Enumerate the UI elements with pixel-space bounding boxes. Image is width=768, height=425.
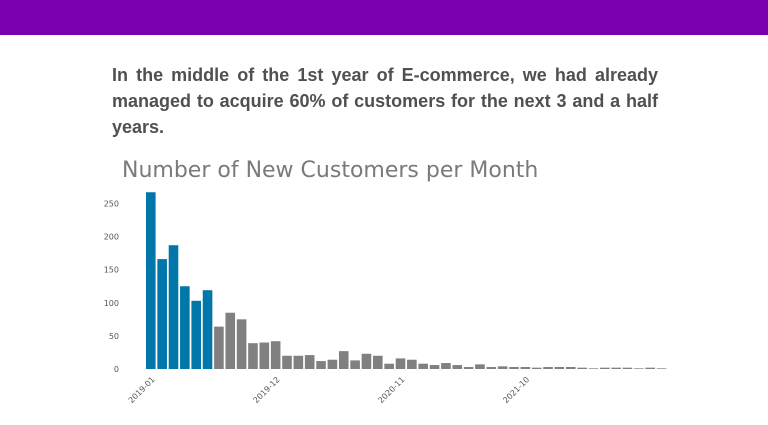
bar — [361, 353, 372, 369]
bar — [645, 367, 655, 369]
bar — [338, 351, 349, 369]
bar — [157, 259, 167, 369]
bar — [486, 367, 497, 369]
bar — [395, 358, 406, 369]
x-tick-label: 2021-10 — [501, 375, 531, 405]
bar — [259, 342, 270, 369]
bar — [509, 367, 519, 369]
bar — [463, 367, 474, 369]
bar — [441, 363, 451, 369]
bar — [384, 363, 394, 369]
headline-text: In the middle of the 1st year of E-comme… — [112, 65, 658, 137]
y-tick-label: 50 — [109, 332, 119, 341]
bar — [236, 319, 247, 369]
bar — [554, 367, 565, 369]
bar — [429, 365, 440, 369]
y-tick-label: 150 — [104, 266, 119, 275]
y-tick-label: 250 — [104, 200, 119, 209]
bar — [497, 366, 508, 369]
bar — [225, 312, 236, 369]
y-tick-label: 0 — [114, 365, 119, 374]
bar — [350, 360, 360, 369]
bar — [304, 355, 315, 369]
bar — [600, 367, 610, 369]
bar — [146, 192, 156, 369]
bar — [282, 355, 292, 369]
bar — [180, 286, 190, 369]
bar — [407, 359, 417, 369]
bar — [531, 367, 542, 369]
y-tick-label: 200 — [104, 233, 119, 242]
x-tick-label: 2020-11 — [376, 375, 406, 405]
chart-title: Number of New Customers per Month — [122, 158, 539, 183]
top-banner — [0, 0, 768, 35]
bar — [168, 245, 179, 369]
bar — [191, 300, 201, 369]
bar — [327, 359, 338, 369]
bar — [622, 367, 633, 369]
bar — [202, 290, 213, 369]
bar — [316, 361, 326, 369]
bar — [293, 355, 304, 369]
x-tick-label: 2019-12 — [252, 375, 282, 405]
bar — [656, 368, 667, 369]
bar — [475, 364, 485, 369]
bar — [373, 355, 383, 369]
x-tick-label: 2019-01 — [127, 375, 157, 405]
bar — [270, 341, 281, 369]
bar — [214, 326, 224, 369]
bar — [634, 368, 644, 369]
bar — [577, 367, 587, 369]
bar — [520, 367, 531, 369]
bar — [452, 365, 463, 369]
bar — [418, 363, 428, 369]
bar — [543, 367, 553, 369]
y-tick-label: 100 — [104, 299, 119, 308]
bar — [248, 343, 258, 369]
bar — [588, 368, 599, 369]
bar — [565, 367, 576, 369]
bar — [611, 367, 621, 369]
